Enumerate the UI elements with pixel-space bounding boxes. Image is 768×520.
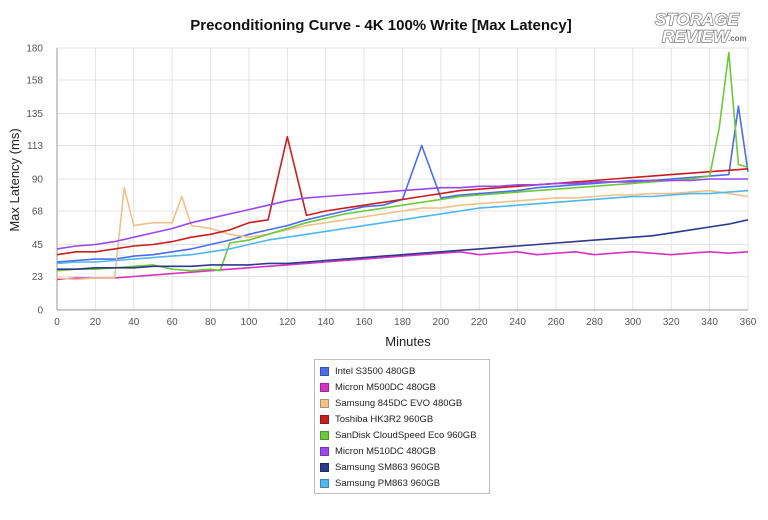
x-tick-label: 160 (356, 317, 373, 328)
series-line-toshiba-hk3r2-960gb (56, 136, 749, 256)
legend-item[interactable]: SanDisk CloudSpeed Eco 960GB (315, 427, 489, 443)
x-tick-label: 360 (740, 317, 757, 328)
series-line-micron-m510dc-480gb (56, 178, 748, 250)
legend-label: Toshiba HK3R2 960GB (335, 413, 434, 425)
x-tick-label: 280 (586, 317, 603, 328)
x-tick-label: 80 (205, 317, 217, 328)
legend-label: Intel S3500 480GB (335, 365, 416, 377)
x-tick-label: 20 (90, 317, 102, 328)
y-axis-label: Max Latency (ms) (7, 128, 22, 231)
legend: Intel S3500 480GB Micron M500DC 480GB Sams… (314, 359, 490, 494)
series-line-micron-m500dc-480gb (56, 251, 749, 281)
y-tick-label: 158 (26, 76, 43, 87)
axes (56, 48, 748, 311)
series-line-samsung-845dc-evo-480gb (56, 186, 749, 281)
chart-title: Preconditioning Curve - 4K 100% Write [M… (190, 17, 571, 34)
series-line-samsung-sm863-960gb (57, 219, 749, 271)
logo-suffix: .com (728, 34, 747, 43)
x-tick-label: 140 (317, 317, 334, 328)
y-tick-label: 113 (27, 141, 43, 152)
legend-item[interactable]: Samsung SM863 960GB (315, 459, 489, 475)
x-tick-label: 320 (663, 317, 680, 328)
x-tick-label: 100 (241, 317, 258, 328)
y-tick-label: 180 (26, 44, 43, 55)
y-tick-label: 0 (37, 306, 43, 317)
y-tick-label: 135 (26, 109, 43, 120)
legend-swatch (320, 414, 329, 424)
x-tick-label: 60 (167, 317, 179, 328)
legend-label: SanDisk CloudSpeed Eco 960GB (335, 429, 477, 441)
x-tick-label: 340 (701, 317, 718, 328)
y-tick-label: 23 (32, 272, 44, 283)
legend-item[interactable]: Micron M510DC 480GB (315, 443, 489, 459)
x-tick-label: 40 (128, 317, 140, 328)
y-tick-labels: 0 23 45 68 90 113 135 158 180 (26, 44, 43, 317)
legend-item[interactable]: Samsung PM863 960GB (315, 475, 489, 491)
y-tick-label: 45 (32, 240, 44, 251)
legend-swatch (320, 478, 329, 488)
y-tick-label: 68 (32, 207, 44, 218)
legend-item[interactable]: Samsung 845DC EVO 480GB (315, 395, 489, 411)
x-tick-label: 300 (624, 317, 641, 328)
y-tick-label: 90 (32, 175, 44, 186)
x-tick-label: 260 (548, 317, 565, 328)
legend-swatch (320, 430, 329, 440)
x-axis-label: Minutes (385, 334, 431, 349)
legend-label: Samsung 845DC EVO 480GB (335, 397, 463, 409)
legend-swatch (320, 462, 329, 472)
legend-swatch (320, 398, 329, 408)
x-tick-label: 120 (279, 317, 296, 328)
logo-line-2: REVIEW (662, 27, 731, 46)
x-tick-label: 0 (54, 317, 60, 328)
grid (56, 47, 749, 311)
legend-item[interactable]: Intel S3500 480GB (315, 363, 489, 379)
x-tick-label: 200 (433, 317, 450, 328)
x-tick-label: 240 (509, 317, 526, 328)
legend-swatch (320, 382, 329, 392)
legend-swatch (320, 366, 329, 376)
legend-item[interactable]: Micron M500DC 480GB (315, 379, 489, 395)
legend-label: Micron M510DC 480GB (335, 445, 436, 457)
x-tick-label: 180 (394, 317, 411, 328)
series-lines (56, 51, 749, 281)
legend-item[interactable]: Toshiba HK3R2 960GB (315, 411, 489, 427)
storagereview-logo: STORAGE REVIEW .com (654, 9, 747, 46)
legend-swatch (320, 446, 329, 456)
legend-label: Samsung PM863 960GB (335, 477, 441, 489)
x-tick-label: 220 (471, 317, 488, 328)
legend-label: Samsung SM863 960GB (335, 461, 441, 473)
legend-label: Micron M500DC 480GB (335, 381, 436, 393)
x-tick-labels: 0 20 40 60 80 100 120 140 160 180 200 220 240 260 280 3… (54, 317, 757, 328)
series-line-samsung-pm863-960gb (56, 189, 749, 265)
logo-line-1: STORAGE (655, 10, 739, 29)
